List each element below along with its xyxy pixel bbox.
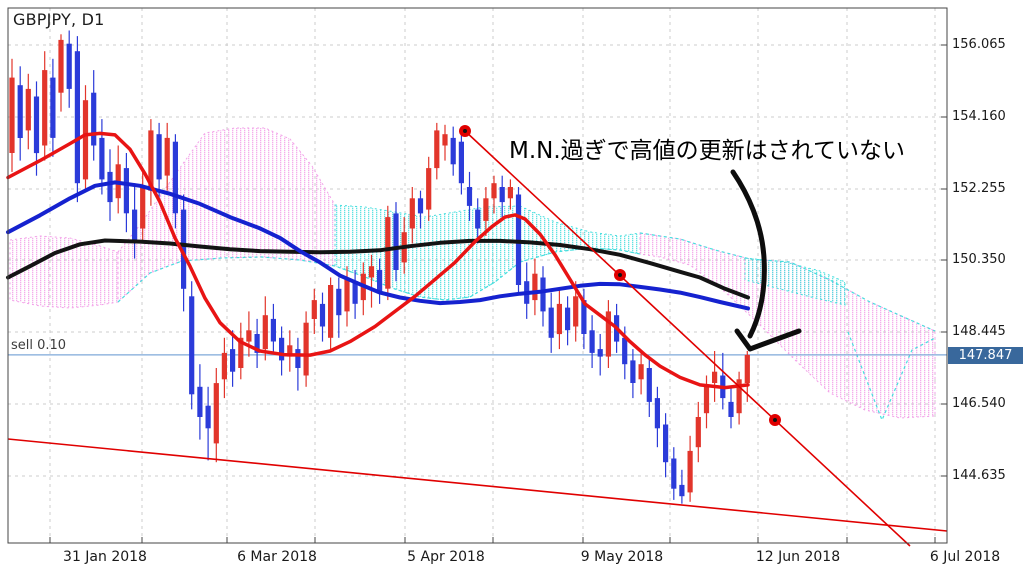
price-axis-label: 144.635 — [952, 468, 1006, 483]
slow-ma-black — [6, 238, 750, 300]
price-axis-label: 146.540 — [952, 396, 1006, 411]
candles — [9, 30, 750, 504]
trendlines[interactable] — [7, 125, 948, 547]
price-axis-label: 154.160 — [952, 109, 1006, 124]
time-axis-label: 12 Jun 2018 — [755, 549, 841, 565]
time-axis-label: 9 May 2018 — [580, 549, 664, 565]
chart-frame-border — [7, 7, 948, 544]
time-axis-label: 31 Jan 2018 — [63, 549, 147, 565]
time-axis-label: 5 Apr 2018 — [407, 549, 485, 565]
price-axis-label: 156.065 — [952, 37, 1006, 52]
symbol-title: GBPJPY, D1 — [13, 10, 105, 29]
fast-ma-red — [6, 131, 750, 390]
sell-order-label: sell 0.10 — [11, 338, 67, 353]
price-axis-label: 148.445 — [952, 324, 1006, 339]
hand-drawn-arrow — [730, 169, 802, 352]
time-axis-label: 6 Jul 2018 — [929, 549, 1001, 565]
time-axis-label: 6 Mar 2018 — [237, 549, 317, 565]
price-axis-label: 150.350 — [952, 252, 1006, 267]
price-axis-label: 152.255 — [952, 181, 1006, 196]
chart-annotation-text: M.N.過ぎで高値の更新はされていない — [509, 138, 905, 164]
current-price-badge: 147.847 — [948, 347, 1023, 364]
